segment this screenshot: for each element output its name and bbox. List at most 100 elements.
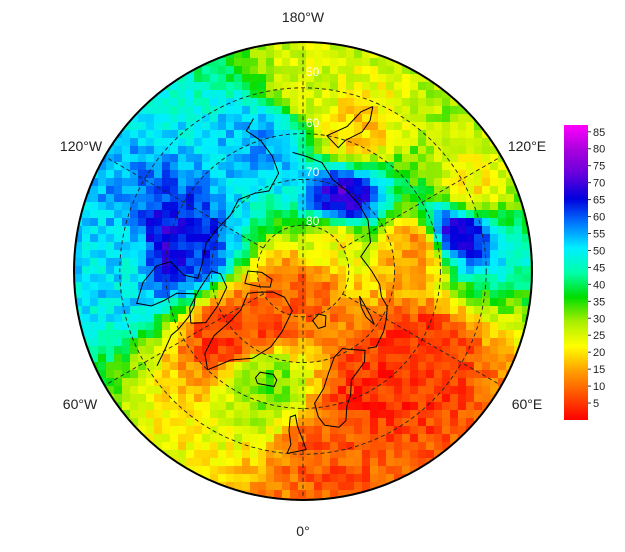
heat-cell	[386, 378, 395, 387]
heat-cell	[458, 202, 467, 211]
heat-cell	[170, 186, 179, 195]
heat-cell	[282, 154, 291, 163]
heat-cell	[410, 194, 419, 203]
heat-cell	[266, 114, 275, 123]
heat-cell	[338, 314, 347, 323]
heat-cell	[506, 234, 515, 243]
heat-cell	[434, 186, 443, 195]
heat-cell	[338, 386, 347, 395]
heat-cell	[330, 458, 339, 467]
heat-cell	[306, 74, 315, 83]
heat-cell	[426, 266, 435, 275]
heat-cell	[402, 434, 411, 443]
heat-cell	[178, 98, 187, 107]
heat-cell	[178, 418, 187, 427]
heat-cell	[266, 378, 275, 387]
heat-cell	[162, 122, 171, 131]
heat-cell	[306, 258, 315, 267]
heat-cell	[466, 234, 475, 243]
heat-cell	[130, 162, 139, 171]
heat-cell	[306, 138, 315, 147]
heat-cell	[402, 162, 411, 171]
heat-cell	[322, 434, 331, 443]
heat-cell	[370, 202, 379, 211]
heat-cell	[330, 42, 339, 51]
heat-cell	[338, 330, 347, 339]
heat-cell	[178, 234, 187, 243]
heat-cell	[434, 162, 443, 171]
heat-cell	[458, 162, 467, 171]
heat-cell	[354, 178, 363, 187]
heat-cell	[274, 322, 283, 331]
heat-cell	[258, 298, 267, 307]
heat-cell	[338, 378, 347, 387]
heat-cell	[154, 338, 163, 347]
heat-cell	[354, 434, 363, 443]
heat-cell	[194, 346, 203, 355]
heat-cell	[298, 234, 307, 243]
heat-cell	[202, 138, 211, 147]
heat-cell	[426, 178, 435, 187]
heat-cell	[434, 130, 443, 139]
heat-cell	[178, 186, 187, 195]
heat-cell	[466, 434, 475, 443]
heat-cell	[162, 410, 171, 419]
heat-cell	[218, 298, 227, 307]
heat-cell	[90, 194, 99, 203]
heat-cell	[154, 266, 163, 275]
heat-cell	[306, 442, 315, 451]
heat-cell	[274, 218, 283, 227]
heat-cell	[378, 458, 387, 467]
heat-cell	[314, 306, 323, 315]
heat-cell	[234, 194, 243, 203]
heat-cell	[186, 90, 195, 99]
heat-cell	[138, 242, 147, 251]
heat-cell	[330, 154, 339, 163]
heat-cell	[194, 418, 203, 427]
heat-cell	[458, 266, 467, 275]
lat-label-50: 50	[306, 65, 320, 79]
heat-cell	[394, 138, 403, 147]
heat-cell	[266, 50, 275, 59]
heat-cell	[402, 290, 411, 299]
heat-cell	[498, 338, 507, 347]
heat-cell	[242, 322, 251, 331]
heat-cell	[226, 330, 235, 339]
heat-cell	[266, 490, 275, 499]
heat-cell	[218, 258, 227, 267]
heat-cell	[490, 354, 499, 363]
heat-cell	[298, 418, 307, 427]
heat-cell	[474, 178, 483, 187]
heat-cell	[322, 370, 331, 379]
heat-cell	[394, 298, 403, 307]
heat-cell	[394, 66, 403, 75]
heat-cell	[250, 218, 259, 227]
heat-cell	[394, 378, 403, 387]
heat-cell	[170, 154, 179, 163]
heat-cell	[322, 298, 331, 307]
heat-cell	[482, 210, 491, 219]
heat-cell	[410, 378, 419, 387]
heat-cell	[410, 306, 419, 315]
heat-cell	[178, 170, 187, 179]
heat-cell	[346, 394, 355, 403]
heat-cell	[194, 202, 203, 211]
heat-cell	[298, 258, 307, 267]
heat-cell	[106, 178, 115, 187]
heat-cell	[178, 162, 187, 171]
heat-cell	[258, 442, 267, 451]
heat-cell	[490, 322, 499, 331]
heat-cell	[226, 162, 235, 171]
heat-cell	[410, 298, 419, 307]
heat-cell	[346, 474, 355, 483]
heat-cell	[170, 426, 179, 435]
heat-cell	[98, 362, 107, 371]
heat-cell	[186, 434, 195, 443]
heat-cell	[346, 114, 355, 123]
heat-cell	[322, 250, 331, 259]
heat-cell	[90, 290, 99, 299]
heat-cell	[170, 386, 179, 395]
heat-cell	[154, 114, 163, 123]
heat-cell	[138, 394, 147, 403]
heat-cell	[386, 314, 395, 323]
